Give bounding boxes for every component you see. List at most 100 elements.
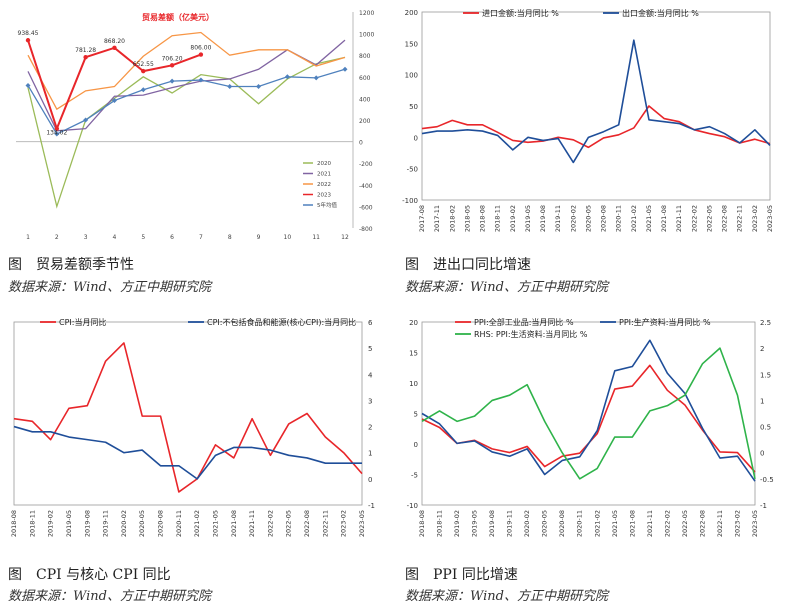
y-tick-label: -10: [407, 502, 418, 510]
y2-tick-label: 2: [760, 345, 764, 353]
x-tick-label: 8: [228, 234, 232, 241]
y-tick-label: 400: [359, 96, 371, 103]
x-tick-label: 6: [170, 234, 174, 241]
y2-tick-label: 0: [760, 450, 764, 458]
x-tick-label: 2018-08: [10, 510, 18, 537]
x-tick-label: 2018-11: [28, 510, 36, 537]
x-tick-label: 2018-11: [436, 510, 444, 537]
data-label: 652.55: [133, 61, 154, 68]
data-point: [198, 52, 204, 57]
data-point: [256, 84, 262, 90]
legend-label: 出口金额:当月同比 %: [622, 8, 699, 18]
x-tick-label: 2020-05: [138, 510, 146, 537]
y-tick-label: -50: [407, 166, 418, 174]
legend-label: CPI:当月同比: [59, 317, 106, 327]
y-tick-label: 100: [405, 72, 418, 80]
series-line-5年均值: [27, 68, 346, 135]
x-tick-label: 12: [341, 234, 349, 241]
x-tick-label: 2022-11: [321, 510, 329, 537]
ppi-chart: 20 15 10 5 0 -5 -10 2.5 2 1.5 1 0.5 0 -0.5 -1 2018-08 20…: [407, 317, 774, 537]
x-tick-label: 2021-08: [660, 205, 668, 232]
x-tick-label: 2022-02: [266, 510, 274, 537]
series-line-1: [13, 425, 362, 480]
data-point: [140, 87, 146, 93]
data-label: 134.02: [46, 130, 67, 137]
source-ppi: 数据来源：Wind、方正中期研究院: [405, 589, 608, 604]
data-label: 938.45: [18, 30, 39, 37]
x-tick-label: 2020-05: [541, 510, 549, 537]
y-tick-label: 5: [368, 345, 372, 353]
x-tick-label: 5: [141, 234, 145, 241]
x-tick-label: 2020-02: [569, 205, 577, 232]
y2-tick-label: -1: [760, 502, 767, 510]
data-point: [25, 82, 31, 88]
data-point: [313, 75, 319, 81]
x-tick-label: 2022-05: [681, 510, 689, 537]
y2-tick-label: 0.5: [760, 424, 771, 432]
y-tick-label: -5: [411, 472, 418, 480]
y2-tick-label: 1.5: [760, 371, 771, 379]
source-trade-growth: 数据来源：Wind、方正中期研究院: [405, 280, 608, 295]
plot-frame: [421, 321, 756, 506]
x-tick-label: 2022-08: [721, 205, 729, 232]
x-tick-label: 2017-08: [418, 205, 426, 232]
series-line-2: [421, 347, 756, 480]
x-tick-label: 2019-02: [47, 510, 55, 537]
x-tick-label: 1: [26, 234, 30, 241]
data-point: [111, 98, 117, 104]
data-point: [198, 77, 204, 83]
y-tick-label: 1: [368, 450, 372, 458]
source-cpi: 数据来源：Wind、方正中期研究院: [8, 589, 211, 604]
caption-ppi: 图 PPI 同比增速: [405, 567, 518, 583]
x-tick-label: 2019-08: [488, 510, 496, 537]
legend-label: 2022: [317, 182, 331, 188]
legend-label: 2020: [317, 161, 331, 167]
x-tick-label: 2020-11: [576, 510, 584, 537]
data-point: [83, 55, 88, 60]
x-tick-label: 2: [55, 234, 59, 241]
y-tick-label: 200: [359, 118, 371, 125]
x-tick-label: 2020-11: [175, 510, 183, 537]
data-point: [141, 68, 146, 74]
data-label: 806.00: [190, 45, 211, 52]
y-tick-label: 6: [368, 319, 373, 327]
data-label: 706.20: [162, 55, 183, 62]
data-point: [169, 63, 175, 68]
x-tick-label: 2018-11: [494, 205, 502, 232]
legend-label: 2023: [317, 193, 331, 199]
legend-label: 进口金额:当月同比 %: [482, 8, 559, 18]
chart-title: 贸易差额（亿美元）: [142, 12, 214, 22]
plot-frame: [421, 11, 771, 201]
x-tick-label: 2021-11: [646, 510, 654, 537]
x-tick-label: 2022-08: [303, 510, 311, 537]
caption-trade-growth: 图 进出口同比增速: [405, 257, 531, 273]
x-tick-label: 2021-02: [193, 510, 201, 537]
x-tick-label: 2020-08: [600, 205, 608, 232]
y-tick-label: 50: [409, 103, 418, 111]
y-tick-label: 3: [368, 397, 372, 405]
y-tick-label: -1: [368, 502, 375, 510]
x-tick-label: 2019-05: [65, 510, 73, 537]
x-tick-label: 2019-05: [471, 510, 479, 537]
data-point: [25, 38, 31, 43]
x-tick-label: 11: [312, 234, 320, 241]
x-tick-label: 2019-02: [509, 205, 517, 232]
data-point: [112, 45, 117, 51]
y-tick-label: 1200: [359, 10, 374, 17]
y-tick-label: 600: [359, 75, 371, 82]
x-tick-label: 2020-11: [615, 205, 623, 232]
x-tick-label: 2019-08: [539, 205, 547, 232]
x-tick-label: 2019-11: [554, 205, 562, 232]
y-tick-label: 150: [405, 40, 418, 48]
x-tick-label: 2021-08: [628, 510, 636, 537]
x-tick-label: 2022-05: [285, 510, 293, 537]
x-tick-label: 2018-05: [463, 205, 471, 232]
x-tick-label: 2017-11: [433, 205, 441, 232]
y-tick-label: -400: [359, 183, 373, 190]
x-tick-label: 2020-08: [558, 510, 566, 537]
caption-cpi: 图 CPI 与核心 CPI 同比: [8, 567, 171, 583]
x-tick-label: 2018-08: [479, 205, 487, 232]
x-tick-label: 2023-02: [340, 510, 348, 537]
